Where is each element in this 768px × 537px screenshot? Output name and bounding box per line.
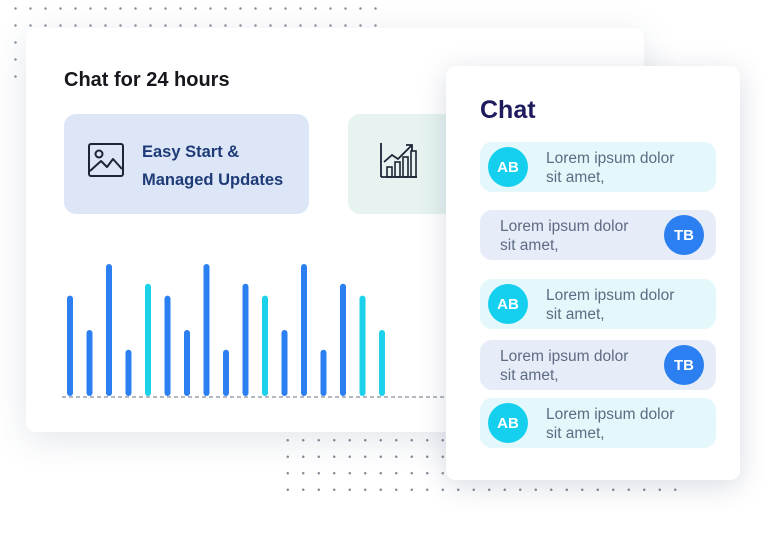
chart-bar-9: [223, 349, 229, 396]
chart-bar-2: [86, 330, 93, 396]
feature-card-label: Easy Start & Managed Updates: [142, 138, 283, 194]
chat-message-2[interactable]: Lorem ipsum dolor sit amet, TB: [480, 210, 716, 260]
message-line-1: Lorem ipsum dolor: [546, 150, 675, 167]
chart-bar-8: [203, 264, 210, 396]
chat-message-5[interactable]: AB Lorem ipsum dolor sit amet,: [480, 398, 716, 448]
chat-panel: Chat AB Lorem ipsum dolor sit amet, Lore…: [446, 66, 740, 480]
chart-bar-16: [359, 295, 366, 396]
message-line-2: sit amet,: [546, 306, 605, 323]
chart-bar-12: [281, 330, 288, 396]
message-text: Lorem ipsum dolor sit amet,: [500, 347, 660, 385]
message-text: Lorem ipsum dolor sit amet,: [500, 217, 660, 255]
chart-bar-5: [145, 283, 151, 396]
message-line-2: sit amet,: [546, 169, 605, 186]
chart-bar-7: [184, 330, 190, 396]
feature-card-easy-start[interactable]: Easy Start & Managed Updates: [64, 114, 309, 214]
chart-bar-10: [242, 283, 249, 396]
chat-message-4[interactable]: Lorem ipsum dolor sit amet, TB: [480, 340, 716, 390]
chart-bar-4: [125, 349, 132, 396]
chart-bar-11: [262, 295, 268, 396]
chat-title: Chat: [480, 96, 536, 124]
growth-chart-icon: [380, 143, 417, 178]
chart-bar-1: [67, 295, 73, 396]
avatar: TB: [664, 215, 704, 255]
chart-bar-3: [106, 264, 112, 396]
feature-label-line-1: Easy Start &: [142, 143, 240, 161]
chart-bar-6: [164, 295, 171, 396]
feature-label-line-2: Managed Updates: [142, 171, 284, 189]
chart-bar-14: [320, 349, 327, 396]
main-card-title: Chat for 24 hours: [64, 69, 230, 91]
chart-bar-15: [340, 283, 346, 396]
message-text: Lorem ipsum dolor sit amet,: [546, 286, 706, 324]
avatar: TB: [664, 345, 704, 385]
message-text: Lorem ipsum dolor sit amet,: [546, 405, 706, 443]
avatar: AB: [488, 147, 528, 187]
message-line-1: Lorem ipsum dolor: [546, 287, 675, 304]
chat-message-1[interactable]: AB Lorem ipsum dolor sit amet,: [480, 142, 716, 192]
chat-message-3[interactable]: AB Lorem ipsum dolor sit amet,: [480, 279, 716, 329]
message-line-1: Lorem ipsum dolor: [546, 406, 675, 423]
message-line-1: Lorem ipsum dolor: [500, 218, 629, 235]
chart-bar-13: [301, 264, 307, 396]
message-line-2: sit amet,: [500, 237, 559, 254]
message-line-1: Lorem ipsum dolor: [500, 348, 629, 365]
message-line-2: sit amet,: [500, 367, 559, 384]
avatar: AB: [488, 403, 528, 443]
bar-chart: [62, 264, 466, 398]
chart-bar-17: [379, 330, 385, 396]
avatar: AB: [488, 284, 528, 324]
image-icon: [88, 143, 124, 177]
message-line-2: sit amet,: [546, 425, 605, 442]
message-text: Lorem ipsum dolor sit amet,: [546, 149, 706, 187]
